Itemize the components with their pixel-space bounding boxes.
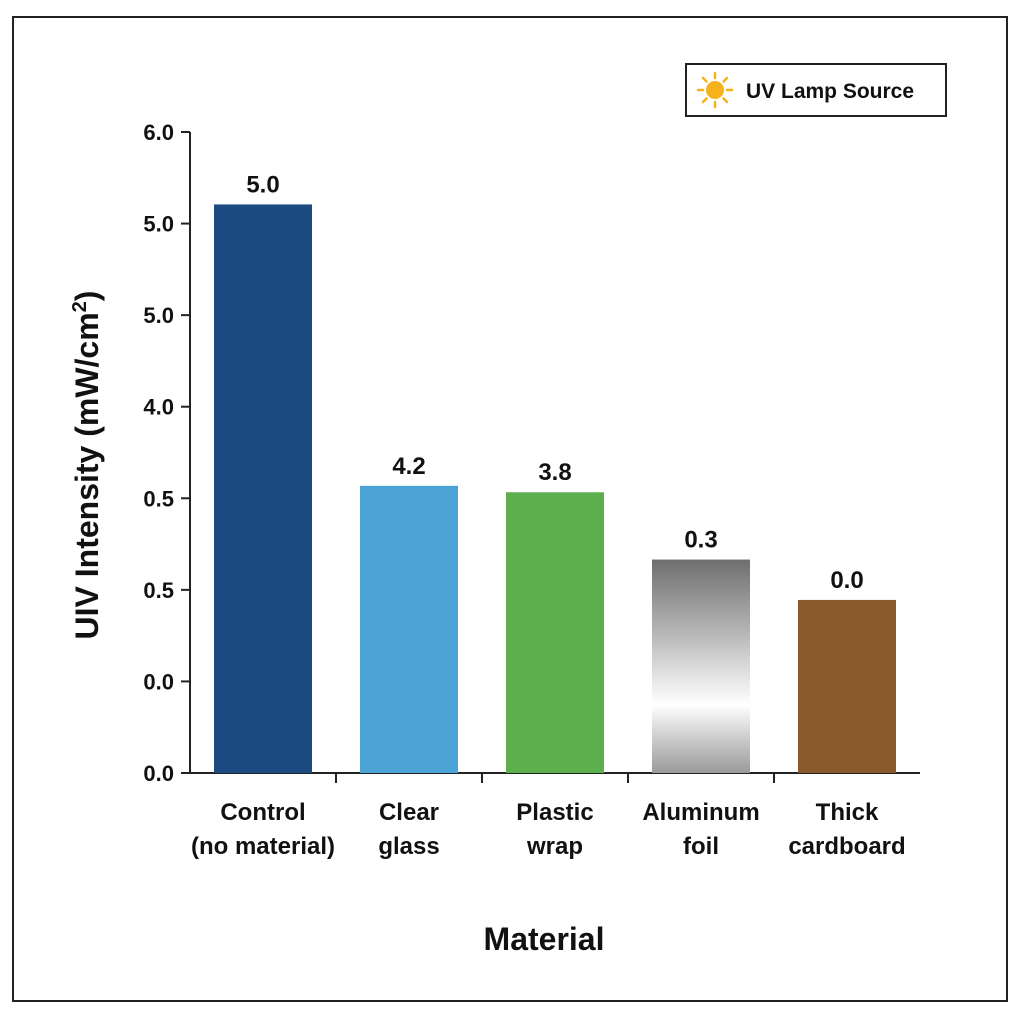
legend: UV Lamp Source bbox=[685, 63, 947, 117]
x-tick-label: foil bbox=[683, 833, 719, 860]
y-tick-label: 4.0 bbox=[143, 395, 174, 420]
bar-value-label: 4.2 bbox=[392, 453, 425, 480]
y-tick-label: 6.0 bbox=[143, 120, 174, 145]
bars: 5.0 4.2 3.8 0.3 0.0 bbox=[214, 171, 896, 774]
bar bbox=[360, 485, 458, 773]
y-axis-title: UIV Intensity (mW/cm2) bbox=[69, 291, 105, 640]
legend-label: UV Lamp Source bbox=[746, 80, 914, 103]
y-axis-title-end: ) bbox=[69, 291, 105, 302]
x-tick-label: Thick bbox=[816, 799, 879, 826]
y-tick-label: 0.0 bbox=[143, 761, 174, 786]
bar bbox=[798, 599, 896, 773]
y-axis-title-main: UIV Intensity (mW/cm bbox=[69, 312, 105, 639]
x-tick-label: wrap bbox=[526, 833, 583, 860]
y-tick-label: 5.0 bbox=[143, 303, 174, 328]
x-tick-label: Aluminum bbox=[642, 799, 759, 826]
y-tick-label: 0.5 bbox=[143, 486, 174, 511]
bar-value-label: 0.3 bbox=[684, 527, 717, 554]
x-tick-label: (no material) bbox=[191, 833, 335, 860]
y-tick-label: 5.0 bbox=[143, 212, 174, 237]
bar-value-label: 3.8 bbox=[538, 459, 571, 486]
sun-ray bbox=[722, 76, 729, 83]
sun-icon bbox=[696, 71, 734, 109]
bar bbox=[214, 204, 312, 774]
y-tick-label: 0.0 bbox=[143, 669, 174, 694]
bar-value-label: 5.0 bbox=[246, 171, 279, 198]
x-tick-label: Plastic bbox=[516, 799, 593, 826]
x-tick-label: Control bbox=[220, 799, 305, 826]
bar bbox=[506, 492, 604, 773]
x-axis-title: Material bbox=[484, 921, 605, 957]
sun-ray bbox=[722, 97, 729, 104]
y-tick-label: 0.5 bbox=[143, 578, 174, 603]
x-tick-label: Clear bbox=[379, 799, 439, 826]
y-axis-title-sup: 2 bbox=[69, 301, 91, 312]
y-axis: 0.0 0.0 0.5 0.5 4.0 5.0 5.0 6.0 bbox=[143, 120, 191, 786]
x-tick-label: cardboard bbox=[788, 833, 905, 860]
sun-ray bbox=[701, 76, 708, 83]
x-tick-label: glass bbox=[378, 833, 439, 860]
x-axis: Control (no material) Clear glass Plastic wra… bbox=[190, 772, 920, 860]
bar-value-label: 0.0 bbox=[830, 567, 863, 594]
bar bbox=[652, 559, 750, 773]
sun-ray bbox=[701, 97, 708, 104]
